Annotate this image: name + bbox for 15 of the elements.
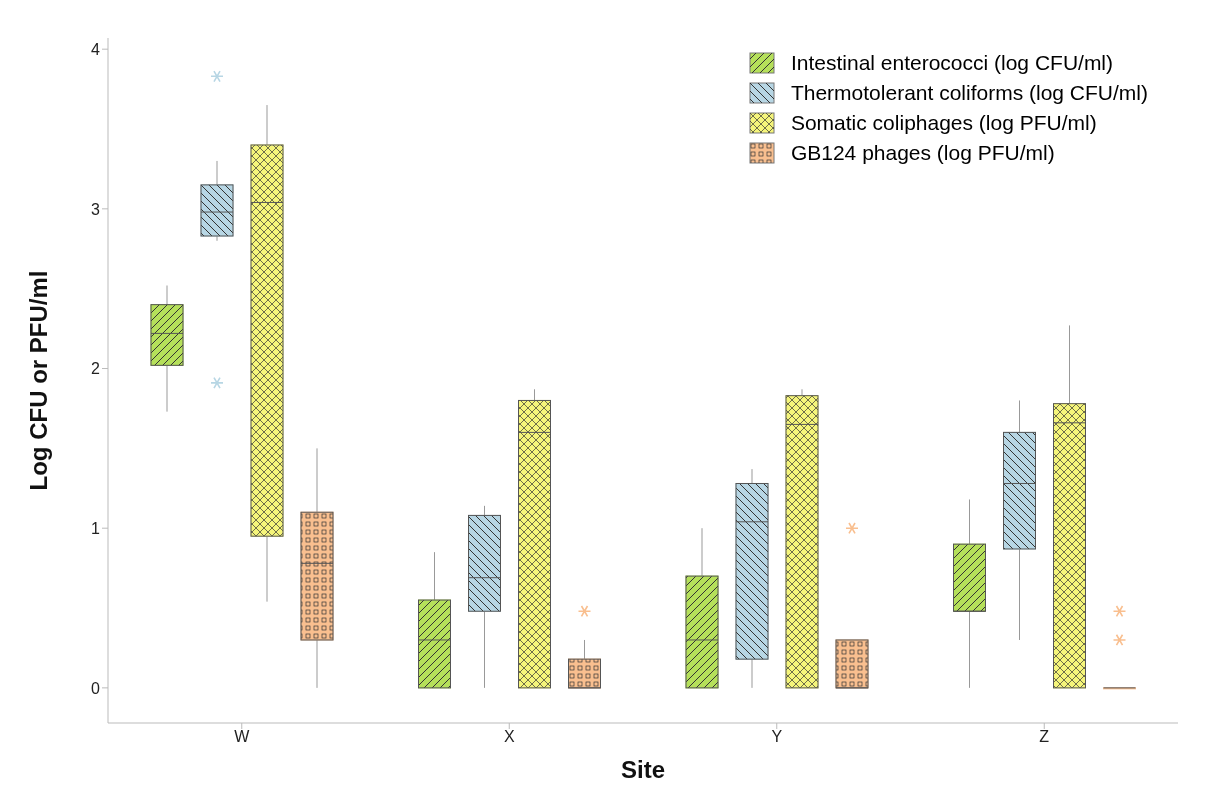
x-axis-title: Site [620,756,666,783]
legend-label: Thermotolerant coliforms (log CFU/ml) [790,80,1148,106]
y-tick-label: 2 [91,360,101,378]
y-axis-title: Log CFU or PFU/ml [24,270,52,491]
x-tick-label: Z [1039,728,1050,746]
legend-label: Somatic coliphages (log PFU/ml) [790,110,1097,136]
x-tick-label: X [503,728,515,746]
y-tick-label: 1 [91,519,101,537]
legend-label: Intestinal enterococci (log CFU/ml) [790,50,1114,76]
y-tick-label: 0 [91,679,101,697]
y-tick-label: 3 [91,200,101,218]
legend-label: GB124 phages (log PFU/ml) [790,140,1055,166]
x-tick-label: W [234,728,251,746]
y-tick-label: 4 [91,40,101,58]
x-tick-label: Y [771,728,783,746]
